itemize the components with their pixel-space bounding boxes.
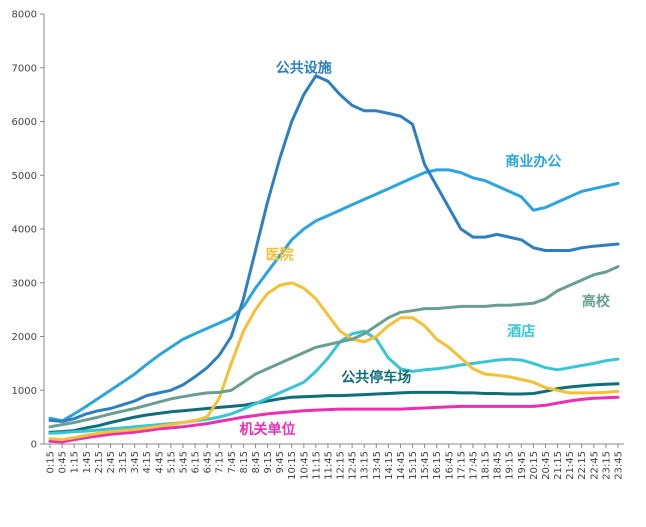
x-tick-label: 10:45 bbox=[299, 451, 310, 480]
x-tick-label: 20:15 bbox=[529, 451, 540, 480]
x-tick-label: 5:45 bbox=[178, 451, 189, 473]
series-label: 公共停车场 bbox=[341, 369, 411, 386]
x-tick-label: 10:15 bbox=[287, 451, 298, 480]
y-tick-label: 4000 bbox=[12, 225, 37, 236]
x-tick-label: 22:15 bbox=[577, 451, 588, 480]
x-tick-label: 6:15 bbox=[191, 451, 202, 473]
x-tick-label: 13:45 bbox=[372, 451, 383, 480]
x-tick-label: 11:45 bbox=[323, 451, 334, 480]
y-tick-label: 8000 bbox=[12, 10, 37, 21]
x-tick-label: 16:45 bbox=[444, 451, 455, 480]
x-tick-label: 14:15 bbox=[384, 451, 395, 480]
series-line bbox=[48, 382, 620, 434]
x-tick-label: 23:15 bbox=[601, 451, 612, 480]
series-line bbox=[48, 281, 620, 442]
y-tick-label: 6000 bbox=[12, 117, 37, 128]
x-tick-label: 3:45 bbox=[130, 451, 141, 473]
series-label: 医院 bbox=[266, 246, 294, 263]
x-tick-label: 2:45 bbox=[106, 451, 117, 473]
x-tick-label: 20:45 bbox=[541, 451, 552, 480]
x-tick-label: 19:45 bbox=[517, 451, 528, 480]
series-line bbox=[48, 74, 620, 423]
y-tick-label: 7000 bbox=[12, 63, 37, 74]
x-tick-label: 14:45 bbox=[396, 451, 407, 480]
x-tick-label: 4:15 bbox=[142, 451, 153, 473]
x-tick-label: 0:15 bbox=[46, 451, 57, 473]
x-tick-label: 5:15 bbox=[166, 451, 177, 473]
series-label: 商业办公 bbox=[505, 153, 561, 170]
x-tick-label: 13:15 bbox=[360, 451, 371, 480]
x-tick-label: 19:15 bbox=[505, 451, 516, 480]
y-tick-label: 5000 bbox=[12, 171, 37, 182]
series-line bbox=[48, 265, 620, 429]
x-tick-label: 23:45 bbox=[613, 451, 624, 480]
x-tick-label: 7:45 bbox=[227, 451, 238, 473]
x-tick-label: 7:15 bbox=[215, 451, 226, 473]
x-tick-label: 18:45 bbox=[493, 451, 504, 480]
series-label: 酒店 bbox=[507, 323, 535, 340]
x-tick-label: 22:45 bbox=[589, 451, 600, 480]
y-tick-label: 0 bbox=[31, 440, 37, 451]
x-tick-label: 15:45 bbox=[420, 451, 431, 480]
x-tick-label: 9:45 bbox=[275, 451, 286, 473]
x-tick-label: 16:15 bbox=[432, 451, 443, 480]
series-line bbox=[48, 395, 620, 444]
x-tick-label: 0:45 bbox=[58, 451, 69, 473]
x-tick-label: 9:15 bbox=[263, 451, 274, 473]
x-tick-label: 12:15 bbox=[336, 451, 347, 480]
x-tick-label: 21:45 bbox=[565, 451, 576, 480]
series-line bbox=[48, 168, 620, 423]
x-axis: 0:15 0:45 1:15 1:45 2:15 2:45 3:15 3:45 4:15 4:45… bbox=[44, 443, 624, 480]
x-tick-label: 12:45 bbox=[348, 451, 359, 480]
series-line bbox=[48, 329, 620, 435]
y-axis: 0 1000 2000 3000 4000 5000 6000 7000 8000 bbox=[12, 10, 45, 451]
x-tick-label: 21:15 bbox=[553, 451, 564, 480]
y-tick-label: 2000 bbox=[12, 332, 37, 343]
x-tick-label: 8:15 bbox=[239, 451, 250, 473]
x-tick-label: 11:15 bbox=[311, 451, 322, 480]
y-tick-label: 1000 bbox=[12, 386, 37, 397]
x-tick-label: 3:15 bbox=[118, 451, 129, 473]
x-tick-label: 8:45 bbox=[251, 451, 262, 473]
series-label: 公共设施 bbox=[276, 60, 332, 77]
x-tick-label: 2:15 bbox=[94, 451, 105, 473]
x-tick-label: 17:15 bbox=[456, 451, 467, 480]
x-tick-label: 6:45 bbox=[203, 451, 214, 473]
x-tick-label: 17:45 bbox=[468, 451, 479, 480]
y-tick-label: 3000 bbox=[12, 278, 37, 289]
x-tick-label: 4:45 bbox=[154, 451, 165, 473]
x-tick-label: 1:15 bbox=[70, 451, 81, 473]
x-tick-label: 1:45 bbox=[82, 451, 93, 473]
series-label: 机关单位 bbox=[240, 421, 296, 438]
x-tick-label: 15:15 bbox=[408, 451, 419, 480]
series-label: 高校 bbox=[582, 293, 611, 310]
series-lines bbox=[48, 74, 620, 444]
x-tick-label: 18:15 bbox=[481, 451, 492, 480]
